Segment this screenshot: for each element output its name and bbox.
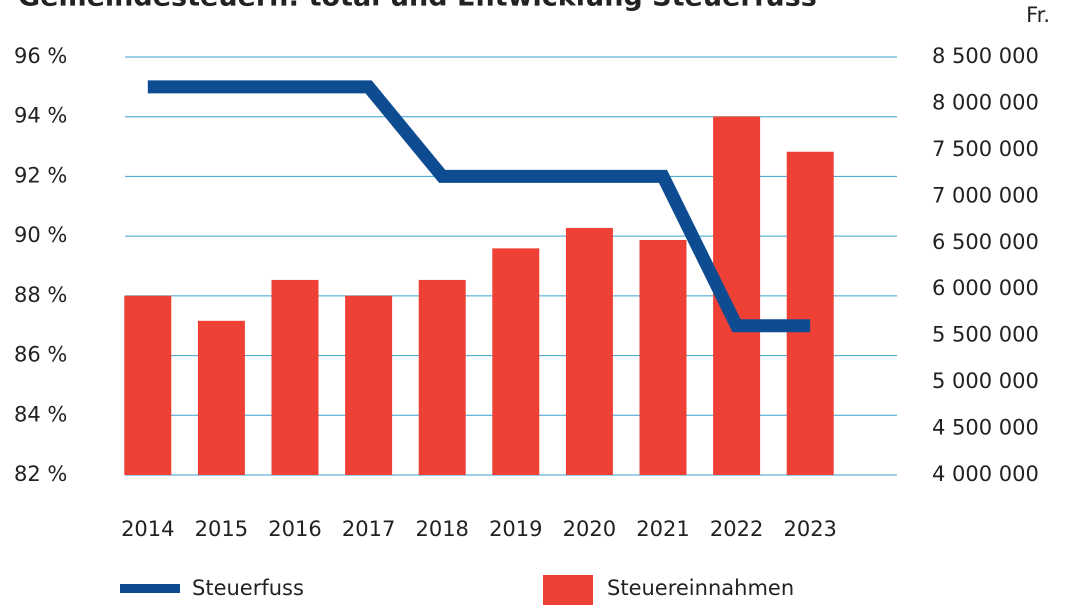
chart-title: Gemeindesteuern: total und Entwicklung S…	[18, 0, 817, 13]
line	[147, 80, 811, 333]
y2-tick-label: 6 000 000	[932, 276, 1039, 300]
x-tick-label: 2014	[121, 517, 174, 541]
x-tick-label: 2017	[342, 517, 395, 541]
bar	[639, 239, 687, 475]
y2-tick-label: 4 000 000	[932, 462, 1039, 486]
x-tick-label: 2023	[783, 517, 836, 541]
x-tick-label: 2018	[415, 517, 468, 541]
x-tick-label: 2016	[268, 517, 321, 541]
y-tick-label: 94 %	[14, 104, 67, 128]
bar	[271, 279, 319, 475]
legend-label: Steuerfuss	[192, 576, 304, 600]
bar	[345, 295, 393, 475]
y-tick-label: 82 %	[14, 462, 67, 486]
y2-tick-label: 6 500 000	[932, 230, 1039, 254]
legend-label: Steuereinnahmen	[607, 576, 794, 600]
x-tick-label: 2019	[489, 517, 542, 541]
y-tick-label: 90 %	[14, 223, 67, 247]
y2-tick-label: 8 500 000	[932, 44, 1039, 68]
bar	[786, 151, 834, 475]
bar	[124, 295, 172, 475]
bar	[565, 227, 613, 475]
bar	[492, 248, 540, 475]
y2-axis-label: Fr.	[1026, 3, 1050, 27]
bar	[418, 279, 466, 475]
y2-tick-label: 8 000 000	[932, 90, 1039, 114]
x-tick-label: 2015	[195, 517, 248, 541]
y-tick-label: 88 %	[14, 283, 67, 307]
y2-tick-label: 4 500 000	[932, 416, 1039, 440]
x-tick-label: 2020	[563, 517, 616, 541]
y2-tick-label: 7 000 000	[932, 183, 1039, 207]
y-tick-label: 96 %	[14, 44, 67, 68]
y-tick-label: 92 %	[14, 163, 67, 187]
legend-swatch	[120, 584, 180, 593]
legend-swatch	[543, 575, 593, 605]
y2-tick-label: 7 500 000	[932, 137, 1039, 161]
x-tick-label: 2022	[710, 517, 763, 541]
y-tick-label: 84 %	[14, 402, 67, 426]
y-tick-label: 86 %	[14, 343, 67, 367]
y2-tick-label: 5 000 000	[932, 369, 1039, 393]
x-tick-label: 2021	[636, 517, 689, 541]
y2-tick-label: 5 500 000	[932, 323, 1039, 347]
bar	[197, 320, 245, 475]
